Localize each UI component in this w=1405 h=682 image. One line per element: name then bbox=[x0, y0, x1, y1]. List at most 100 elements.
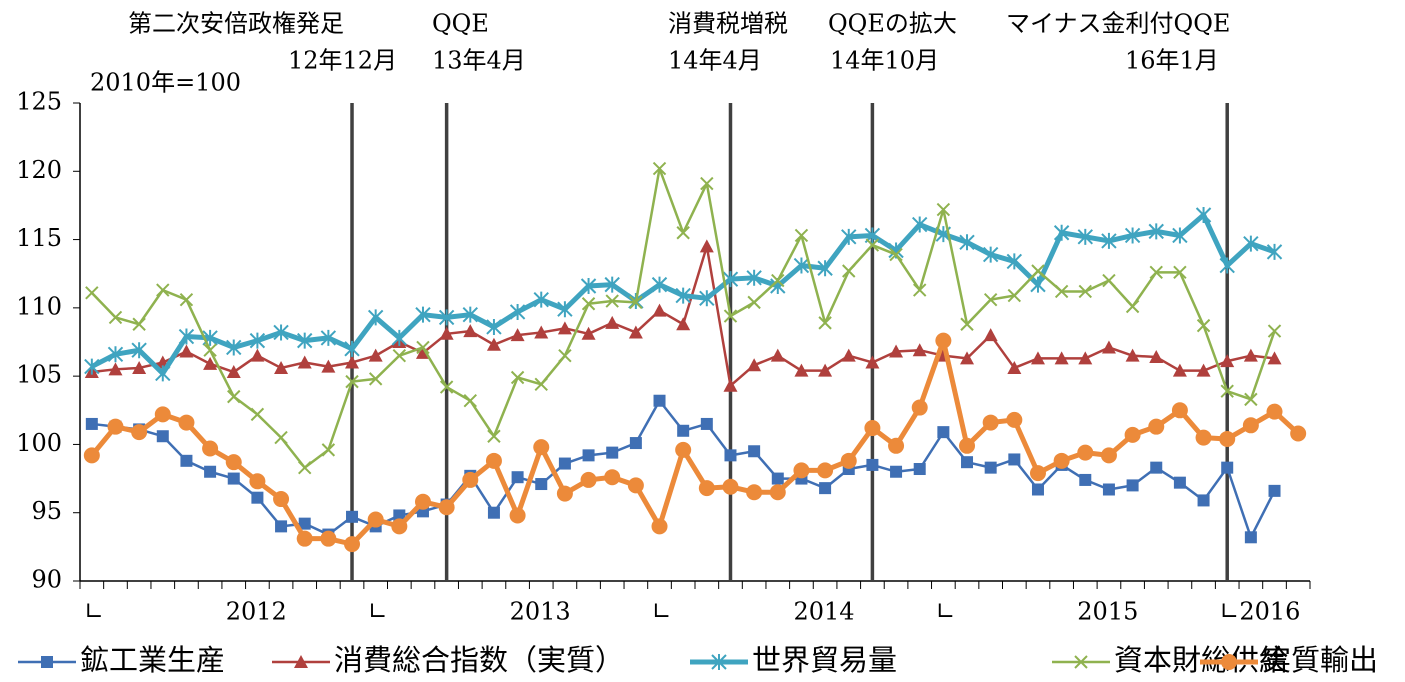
marker bbox=[888, 437, 905, 454]
marker bbox=[652, 303, 667, 317]
marker bbox=[1148, 418, 1165, 435]
marker bbox=[203, 343, 217, 357]
marker bbox=[1031, 483, 1044, 496]
marker bbox=[959, 234, 975, 251]
marker bbox=[724, 449, 737, 462]
marker bbox=[227, 472, 240, 485]
legend-item: 鉱工業生産 bbox=[18, 643, 225, 677]
marker bbox=[1195, 206, 1212, 223]
marker bbox=[1219, 430, 1236, 447]
marker bbox=[889, 344, 904, 358]
marker bbox=[462, 306, 478, 323]
marker bbox=[700, 417, 713, 430]
marker bbox=[1053, 224, 1070, 241]
marker bbox=[226, 339, 242, 356]
marker bbox=[535, 478, 548, 491]
marker bbox=[249, 473, 266, 490]
marker bbox=[320, 530, 337, 547]
marker bbox=[85, 417, 98, 430]
marker bbox=[557, 321, 572, 335]
marker bbox=[1008, 453, 1021, 466]
marker bbox=[1100, 447, 1117, 464]
marker bbox=[1244, 392, 1258, 407]
marker bbox=[1173, 265, 1187, 280]
marker bbox=[889, 247, 903, 262]
marker bbox=[296, 530, 313, 547]
marker bbox=[1102, 483, 1115, 496]
marker bbox=[83, 447, 100, 464]
marker bbox=[1077, 444, 1094, 461]
series-line bbox=[91, 245, 1275, 387]
marker bbox=[1195, 429, 1212, 446]
y-tick-label: 90 bbox=[31, 566, 62, 594]
series-line bbox=[91, 399, 1276, 539]
annotation-date: 14年4月 bbox=[668, 47, 762, 75]
marker bbox=[392, 348, 407, 363]
marker bbox=[534, 325, 549, 339]
legend-item: 世界貿易量 bbox=[690, 643, 897, 677]
x-tick-label: 2014 bbox=[793, 598, 854, 626]
marker bbox=[865, 238, 880, 252]
marker bbox=[1242, 417, 1259, 434]
annotation-label: QQE bbox=[432, 10, 489, 38]
marker bbox=[605, 315, 620, 329]
x-tick-label: 2012 bbox=[226, 598, 287, 626]
marker bbox=[273, 324, 289, 341]
marker bbox=[653, 394, 666, 407]
marker bbox=[771, 273, 785, 288]
marker bbox=[1030, 351, 1045, 365]
x-tick-label: 2013 bbox=[510, 598, 571, 626]
y-tick-label: 125 bbox=[16, 88, 62, 116]
marker bbox=[108, 362, 123, 376]
y-tick-label: 110 bbox=[16, 292, 62, 320]
marker bbox=[1149, 265, 1163, 280]
marker bbox=[747, 295, 761, 310]
marker bbox=[463, 324, 478, 338]
marker bbox=[556, 485, 573, 502]
marker bbox=[131, 424, 148, 441]
marker bbox=[890, 465, 903, 478]
marker bbox=[794, 228, 809, 243]
marker bbox=[769, 484, 786, 501]
marker bbox=[675, 287, 691, 304]
marker bbox=[1077, 228, 1093, 245]
marker bbox=[819, 482, 832, 495]
marker bbox=[534, 377, 548, 392]
marker bbox=[226, 365, 241, 379]
x-tick-label: ∟2016 bbox=[1219, 598, 1300, 626]
marker bbox=[983, 292, 998, 307]
y-tick-label: 95 bbox=[31, 497, 62, 525]
marker bbox=[1219, 257, 1235, 274]
marker bbox=[1243, 235, 1259, 252]
marker bbox=[204, 465, 217, 478]
marker bbox=[711, 654, 727, 670]
marker bbox=[651, 518, 668, 535]
annotation-label: 消費税増税 bbox=[668, 10, 788, 38]
marker bbox=[936, 202, 951, 217]
marker bbox=[1054, 351, 1069, 365]
annotation-label: 第二次安倍政権発足 bbox=[128, 10, 344, 38]
marker bbox=[1221, 461, 1234, 474]
marker bbox=[107, 418, 124, 435]
series bbox=[85, 394, 1281, 544]
marker bbox=[510, 328, 525, 342]
marker bbox=[676, 317, 691, 331]
marker bbox=[581, 297, 596, 311]
marker bbox=[675, 441, 692, 458]
marker bbox=[509, 507, 526, 524]
annotation-date: 14年10月 bbox=[830, 47, 939, 75]
marker bbox=[677, 424, 690, 437]
y-tick-label: 120 bbox=[16, 156, 62, 184]
marker bbox=[581, 326, 596, 340]
marker bbox=[1101, 232, 1117, 249]
marker bbox=[723, 378, 738, 392]
marker bbox=[462, 471, 479, 488]
marker bbox=[487, 506, 500, 519]
marker bbox=[298, 460, 312, 475]
series bbox=[84, 206, 1283, 382]
marker bbox=[604, 469, 621, 486]
marker bbox=[604, 276, 620, 293]
marker bbox=[344, 340, 360, 357]
legend-label: 世界貿易量 bbox=[752, 643, 897, 677]
marker bbox=[842, 264, 856, 278]
